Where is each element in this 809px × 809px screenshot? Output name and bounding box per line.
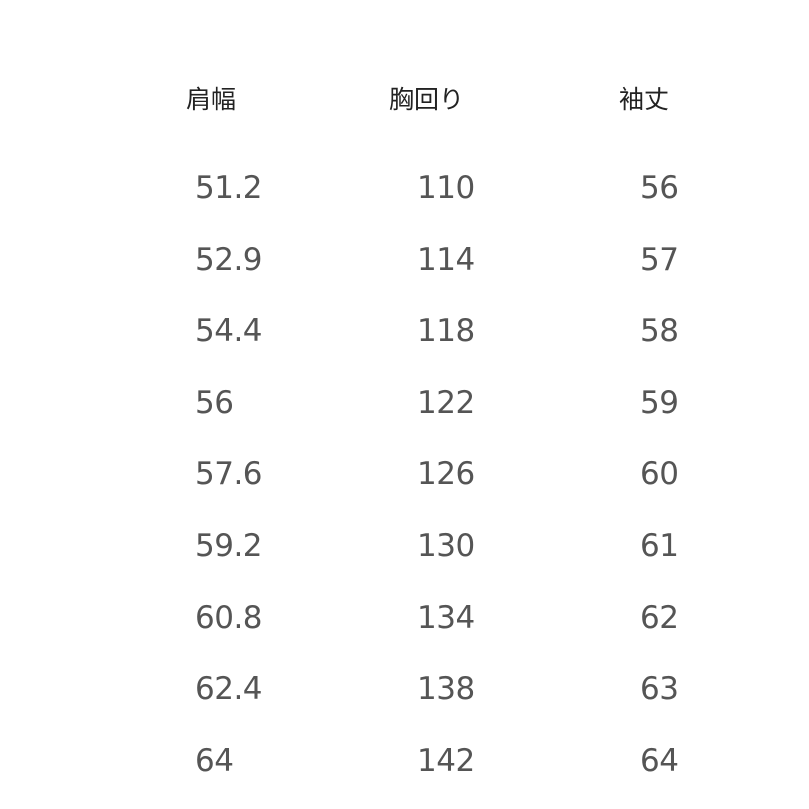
sleeve-length-cell: 58 [640, 313, 679, 350]
sleeve-length-cell: 59 [640, 384, 679, 421]
chest-cell: 130 [417, 528, 475, 564]
shoulder-width-cell: 59.2 [195, 528, 263, 564]
chest-cell: 126 [417, 456, 475, 493]
shoulder-width-cell: 64 [195, 742, 234, 779]
chest-cell: 134 [417, 599, 475, 636]
chest-cell: 114 [417, 241, 475, 278]
shoulder-width-cell: 57.6 [195, 456, 263, 493]
sleeve-length-cell: 56 [640, 170, 679, 206]
sleeve-length-cell: 60 [640, 456, 679, 493]
sleeve-length-cell: 61 [640, 528, 679, 564]
shoulder-width-cell: 51.2 [195, 170, 263, 206]
sleeve-length-cell: 62 [640, 599, 679, 636]
shoulder-width-cell: 60.8 [195, 599, 263, 636]
sleeve-length-cell: 57 [640, 241, 679, 278]
shoulder-width-cell: 52.9 [195, 241, 263, 278]
shoulder-width-cell: 54.4 [195, 313, 263, 350]
sleeve-length-cell: 64 [640, 742, 679, 779]
header-chest: 胸回り [389, 85, 465, 114]
chest-cell: 138 [417, 671, 475, 708]
chest-cell: 110 [417, 170, 475, 206]
header-shoulder-width: 肩幅 [186, 85, 237, 114]
header-sleeve-length: 袖丈 [619, 85, 670, 114]
chest-cell: 118 [417, 313, 475, 350]
chest-cell: 122 [417, 384, 475, 421]
chest-cell: 142 [417, 742, 475, 779]
sleeve-length-cell: 63 [640, 671, 679, 708]
shoulder-width-cell: 56 [195, 384, 234, 421]
shoulder-width-cell: 62.4 [195, 671, 263, 708]
